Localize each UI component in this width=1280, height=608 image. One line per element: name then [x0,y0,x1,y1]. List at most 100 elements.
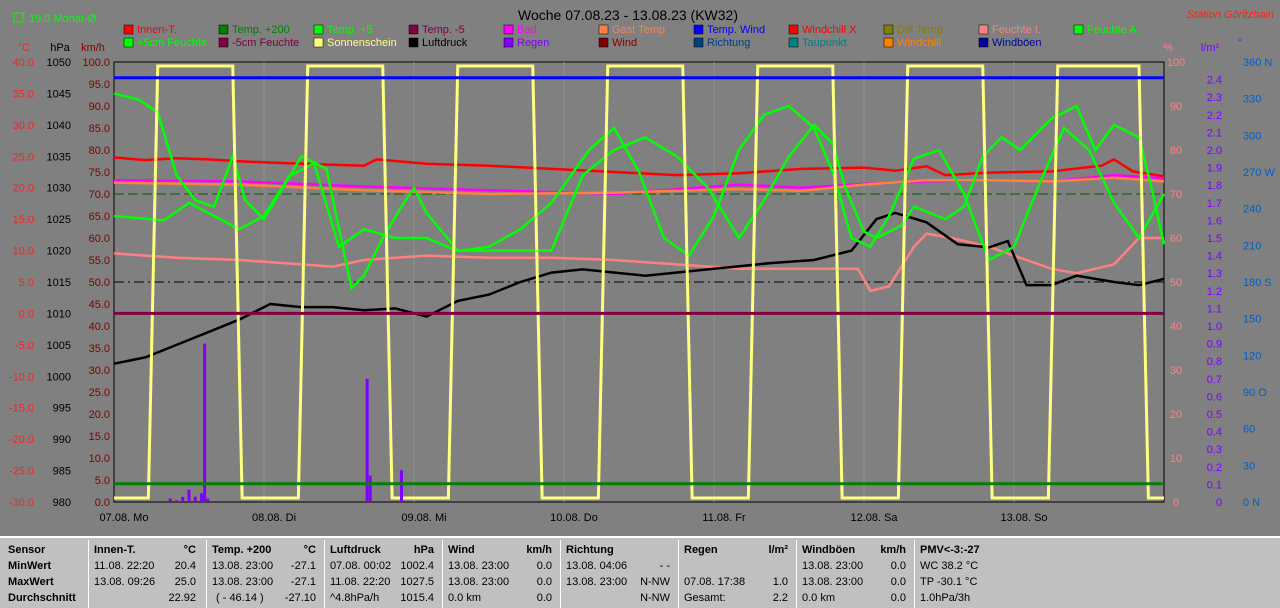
humidity-tick-label: 70 [1170,189,1182,201]
stats-gusts-column: Windböen km/h 13.08. 23:00 0.0 13.08. 23:0… [802,542,910,608]
humidity-tick-label: 80 [1170,145,1182,157]
legend-swatch [218,37,229,48]
direction-tick-label: 240 [1243,204,1261,216]
legend-label: Taupunkt [802,37,847,49]
day-label: 08.08. Di [252,512,296,524]
rain-tick-label: 2.3 [1207,92,1222,104]
wind-tick-label: 95.0 [89,79,110,91]
rain-tick-label: 0.6 [1207,391,1222,403]
rain-bar [206,498,210,502]
legend-swatch [788,37,799,48]
wind-tick-label: 60.0 [89,233,110,245]
temp-tick-label: -20.0 [9,434,34,446]
stats-innen-max-time: 13.08. 09:26 [94,576,156,588]
legend-swatch [218,24,229,35]
legend-label: Sonnenschein [327,37,397,49]
pressure-tick-label: 1010 [47,308,71,320]
legend-label: Bad [517,24,537,36]
rain-tick-label: 1.7 [1207,198,1222,210]
left-axes: 40.0 35.0 30.0 25.0 20.0 15.0 10.0 5.0 0.0 -5.0 -1… [9,57,110,509]
month-avg-label: 19.0 Monat-Ø [29,13,97,25]
rain-tick-label: 0.2 [1207,462,1222,474]
stats-direction-title: Richtung [566,544,614,556]
stats-pressure-max-value: 1027.5 [400,576,434,588]
rain-tick-label: 2.0 [1207,145,1222,157]
rain-bar [365,378,369,502]
legend-label: Temp. -5 [422,24,465,36]
legend-swatch [693,37,704,48]
stats-sensor-title: Sensor [8,544,46,556]
stats-wind-title: Wind [448,544,475,556]
humidity-tick-label: 90 [1170,101,1182,113]
stats-pmv-dewpoint: TP -30.1 °C [920,576,978,588]
temp-tick-label: -5.0 [15,340,34,352]
rain-bar [203,343,207,502]
stats-innen-title: Innen-T. [94,544,136,556]
rain-tick-label: 1.3 [1207,268,1222,280]
rain-bar [187,489,191,502]
legend-label: Richtung [707,37,750,49]
legend-swatch [503,37,514,48]
legend-label: Wind [612,37,637,49]
legend-swatch [978,24,989,35]
stats-innen-min-time: 11.08. 22:20 [94,560,155,572]
wind-tick-label: 0.0 [95,497,110,509]
rain-tick-label: 1.6 [1207,215,1222,227]
stats-pressure-min-value: 1002.4 [400,560,434,572]
wind-tick-label: 55.0 [89,255,110,267]
legend-label: Windböen [992,37,1042,49]
wind-tick-label: 75.0 [89,167,110,179]
stats-temp200-min-time: 13.08. 23:00 [212,560,274,572]
legend-label: -5cm Feuchte [232,37,299,49]
direction-tick-label: 300 [1243,130,1261,142]
stats-pressure-max-time: 11.08. 22:20 [330,576,391,588]
stats-pmv-pressure-trend: 1.0hPa/3h [920,592,971,604]
wind-tick-label: 85.0 [89,123,110,135]
legend-swatch [123,37,134,48]
wind-tick-label: 65.0 [89,211,110,223]
temp-tick-label: -25.0 [9,466,34,478]
month-avg-swatch [13,12,24,23]
humidity-tick-label: 100 [1167,57,1185,69]
rain-tick-label: 0.1 [1207,479,1222,491]
pressure-tick-label: 1040 [47,120,71,132]
pressure-tick-label: 990 [53,434,71,446]
pressure-tick-label: 1015 [47,277,71,289]
stats-temp200-avg-note: ( - 46.14 ) [216,592,264,604]
rain-tick-label: 1.8 [1207,180,1222,192]
stats-innen-column: Innen-T. °C 11.08. 22:20 20.4 13.08. 09:26… [94,542,200,608]
stats-wind-column: Wind km/h 13.08. 23:00 0.0 13.08. 23:00 0.0… [448,542,556,608]
wind-tick-label: 10.0 [89,453,110,465]
wind-tick-label: 80.0 [89,145,110,157]
station-name: Station Göritzhain [1187,9,1274,21]
temp-tick-label: 20.0 [13,183,34,195]
stats-direction-min-time: 13.08. 04:06 [566,560,628,572]
stats-wind-max-value: 0.0 [536,576,552,588]
stats-rain-total-label: Gesamt: [684,592,726,604]
pressure-tick-label: 1050 [47,57,71,69]
temp-tick-label: 35.0 [13,88,34,100]
stats-gusts-min-time: 13.08. 23:00 [802,560,864,572]
stats-temp200-avg-value: -27.10 [284,592,316,604]
direction-tick-label: 150 [1243,314,1261,326]
stats-pmv-title: PMV<-3:-27 [920,544,980,556]
stats-rain-title: Regen [684,544,718,556]
temp-tick-label: 15.0 [13,214,34,226]
legend-label: Temp. Wind [707,24,765,36]
humidity-tick-label: 60 [1170,233,1182,245]
humidity-tick-label: 50 [1170,277,1182,289]
temp-tick-label: 40.0 [13,57,34,69]
legend-label: Diff Temp. [897,24,946,36]
stats-gusts-distance: 0.0 km [802,592,836,604]
day-axis: 07.08. Mo 08.08. Di 09.08. Mi 10.08. Do 11.0… [100,512,1048,524]
day-label: 09.08. Mi [401,512,446,524]
legend-label: Luftdruck [422,37,468,49]
weather-chart: 19.0 Monat-Ø Woche 07.08.23 - 13.08.23 (… [8,7,1276,524]
direction-tick-label: 90 O [1243,387,1267,399]
day-label: 07.08. Mo [100,512,149,524]
temp-tick-label: 30.0 [13,120,34,132]
rain-tick-label: 0.4 [1207,427,1222,439]
direction-tick-label: 180 S [1243,277,1272,289]
stats-temp200-title: Temp. +200 [212,544,272,556]
stats-wind-max-time: 13.08. 23:00 [448,576,510,588]
